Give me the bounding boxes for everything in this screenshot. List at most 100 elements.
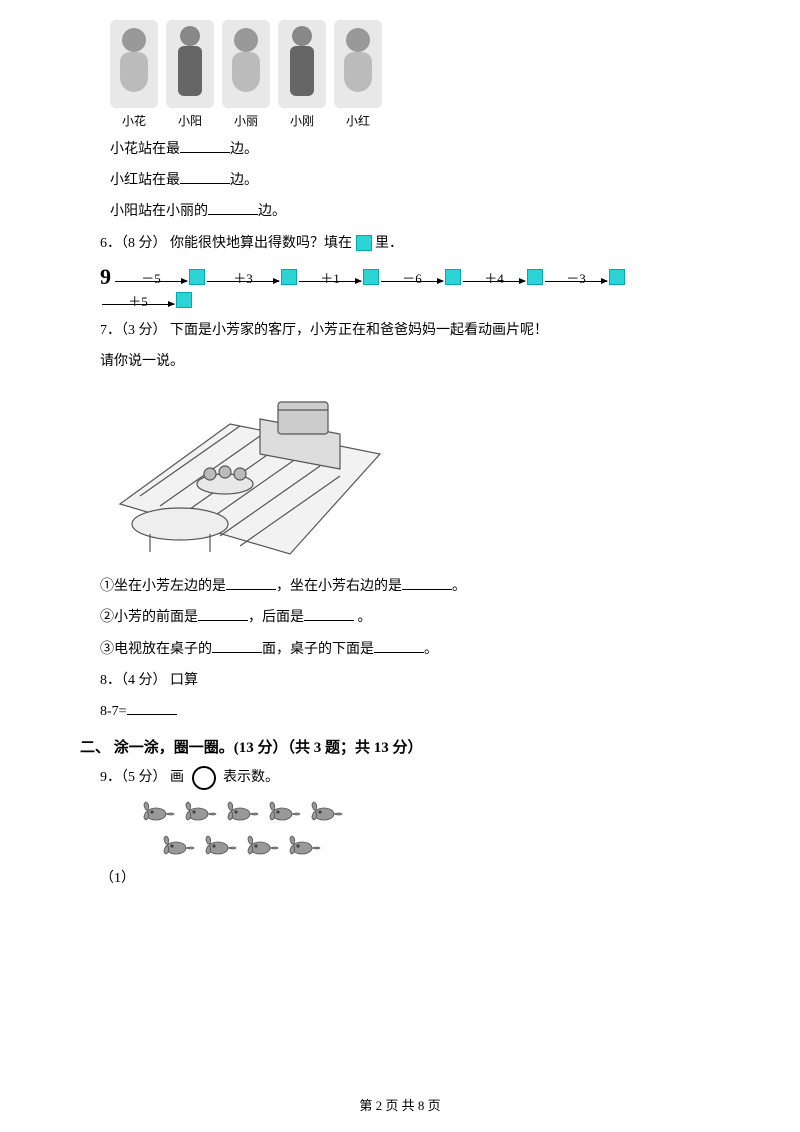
text: ，后面是: [248, 610, 304, 625]
arrow-seg: ＋1: [299, 272, 361, 282]
char-label: 小红: [346, 112, 370, 129]
arrow-icon: [463, 281, 525, 282]
text: 7．（3 分） 下面是小芳家的客厅，小芳正在和爸爸妈妈一起看动画片呢！: [100, 323, 548, 338]
text: 9．（5 分） 画: [100, 770, 188, 785]
arrow-icon: [207, 281, 279, 282]
text: 里．: [372, 236, 404, 251]
text: 6．（8 分） 你能很快地算出得数吗？填在: [100, 236, 356, 251]
lobster-icon: [202, 830, 238, 860]
text: 边。: [230, 142, 258, 157]
answer-box[interactable]: [189, 269, 205, 285]
blank[interactable]: [374, 639, 424, 653]
arrow-seg: －5: [115, 272, 187, 282]
answer-box[interactable]: [281, 269, 297, 285]
answer-box[interactable]: [527, 269, 543, 285]
op: －3: [566, 272, 586, 285]
text: ②小芳的前面是: [100, 610, 198, 625]
q8-expr: 8-7=: [100, 699, 700, 724]
q7-line3: ③电视放在桌子的 面，桌子的下面是 。: [100, 637, 700, 662]
text: 8-7=: [100, 704, 127, 719]
blank[interactable]: [304, 607, 354, 621]
answer-box[interactable]: [445, 269, 461, 285]
char-xiaogang: 小刚: [278, 20, 326, 129]
text: 小阳站在小丽的: [110, 204, 208, 219]
lobster-icon: [140, 796, 176, 826]
text: 边。: [230, 173, 258, 188]
text: 。: [424, 642, 438, 657]
op: －5: [141, 272, 161, 285]
arrow-seg: ＋5: [102, 295, 174, 305]
char-xiaoli: 小丽: [222, 20, 270, 129]
char-xiaoyang: 小阳: [166, 20, 214, 129]
lobster-icon: [266, 796, 302, 826]
op: ＋1: [320, 272, 340, 285]
page-footer: 第 2 页 共 8 页: [0, 1095, 800, 1114]
q7-line1: ①坐在小芳左边的是，坐在小芳右边的是。: [100, 574, 700, 599]
char-label: 小阳: [178, 112, 202, 129]
lobster-icon: [224, 796, 260, 826]
arrow-icon: [115, 281, 187, 282]
chain-start: 9: [100, 264, 111, 290]
char-label: 小丽: [234, 112, 258, 129]
blank[interactable]: [180, 170, 230, 184]
q6-chain-row1: 9 －5 ＋3 ＋1 －6 ＋4 －3: [100, 264, 700, 290]
arrow-seg: －3: [545, 272, 607, 282]
text: 表示数。: [220, 770, 280, 785]
text: ，坐在小芳右边的是: [276, 579, 402, 594]
circle-icon: [192, 766, 216, 790]
blank[interactable]: [198, 607, 248, 621]
char-image: [334, 20, 382, 108]
q6-chain-row2: ＋5: [100, 292, 700, 308]
blank[interactable]: [208, 201, 258, 215]
answer-box[interactable]: [176, 292, 192, 308]
q7-line2: ②小芳的前面是 ，后面是 。: [100, 605, 700, 630]
blank[interactable]: [402, 576, 452, 590]
lobster-icon: [286, 830, 322, 860]
text: （1）: [100, 871, 135, 886]
arrow-seg: ＋4: [463, 272, 525, 282]
text: 小红站在最: [110, 173, 180, 188]
char-label: 小花: [122, 112, 146, 129]
q5-line1: 小花站在最边。: [110, 137, 700, 162]
char-image: [222, 20, 270, 108]
lobsters-image: [140, 796, 360, 860]
char-xiaohua: 小花: [110, 20, 158, 129]
arrow-icon: [545, 281, 607, 282]
arrow-icon: [299, 281, 361, 282]
q9-title: 9．（5 分） 画 表示数。: [100, 765, 700, 790]
blank[interactable]: [212, 639, 262, 653]
char-xiaohong: 小红: [334, 20, 382, 129]
arrow-seg: ＋3: [207, 272, 279, 282]
cyan-box-icon: [356, 235, 372, 251]
blank[interactable]: [180, 139, 230, 153]
text: 二、 涂一涂，圈一圈。(13 分）（共 3 题；共 13 分）: [80, 740, 423, 756]
lobster-row: [140, 796, 360, 826]
op: ＋3: [233, 272, 253, 285]
arrow-icon: [102, 304, 174, 305]
answer-box[interactable]: [363, 269, 379, 285]
lobster-row: [160, 830, 360, 860]
section2-title: 二、 涂一涂，圈一圈。(13 分）（共 3 题；共 13 分）: [80, 736, 700, 757]
q7-sub: 请你说一说。: [100, 349, 700, 374]
text: 面，桌子的下面是: [262, 642, 374, 657]
answer-box[interactable]: [609, 269, 625, 285]
characters-row: 小花 小阳 小丽 小刚 小红: [110, 20, 700, 129]
lobster-icon: [308, 796, 344, 826]
blank[interactable]: [226, 576, 276, 590]
text: 。: [354, 610, 372, 625]
living-room-svg: [110, 384, 390, 564]
char-image: [110, 20, 158, 108]
text: ③电视放在桌子的: [100, 642, 212, 657]
text: ①坐在小芳左边的是: [100, 579, 226, 594]
op: ＋4: [484, 272, 504, 285]
living-room-image: [110, 384, 390, 564]
char-image: [278, 20, 326, 108]
q5-line2: 小红站在最 边。: [110, 168, 700, 193]
q7-title: 7．（3 分） 下面是小芳家的客厅，小芳正在和爸爸妈妈一起看动画片呢！: [100, 318, 700, 343]
text: 第 2 页 共 8 页: [359, 1098, 440, 1113]
lobster-icon: [182, 796, 218, 826]
text: 请你说一说。: [100, 354, 184, 369]
lobster-icon: [160, 830, 196, 860]
char-label: 小刚: [290, 112, 314, 129]
blank[interactable]: [127, 701, 177, 715]
